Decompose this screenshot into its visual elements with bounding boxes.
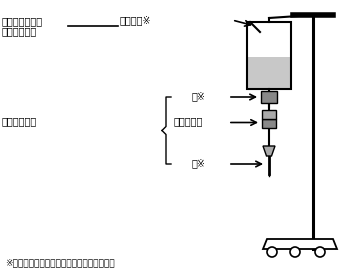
Bar [262,119,276,128]
Text: 同等の取扱い: 同等の取扱い [2,26,37,36]
Polygon shape [263,239,337,249]
Circle shape [290,247,300,257]
Bar [262,110,276,119]
Text: 感染性廃棄物と: 感染性廃棄物と [2,16,43,26]
Text: エアー針※: エアー針※ [120,15,152,25]
Bar [247,22,291,57]
Circle shape [315,247,325,257]
Text: チューブ類: チューブ類 [174,117,203,127]
Text: 感染性廃棄物: 感染性廃棄物 [2,117,37,127]
Circle shape [267,247,277,257]
Text: 針※: 針※ [192,91,206,101]
Text: 針※: 針※ [192,158,206,168]
Polygon shape [263,146,275,156]
Bar [261,91,277,103]
Bar [247,57,291,89]
Bar [247,22,291,89]
Text: ※針は感染性廃棄物と同等の取扱いとする。: ※針は感染性廃棄物と同等の取扱いとする。 [5,258,115,267]
